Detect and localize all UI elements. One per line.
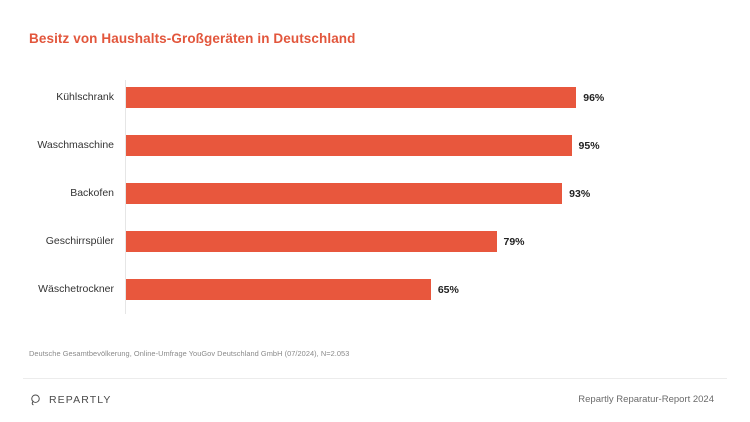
bar-waeschetrockner xyxy=(126,279,431,300)
bar-value-backofen: 93% xyxy=(569,187,591,200)
bar-value-kuehlschrank: 96% xyxy=(583,91,605,104)
category-label-kuehlschrank: Kühlschrank xyxy=(56,91,114,103)
bar-value-geschirrspueler: 79% xyxy=(503,235,525,248)
bar-group-backofen: 93% xyxy=(126,183,590,204)
page-title: Besitz von Haushalts-Großgeräten in Deut… xyxy=(29,31,356,46)
bar-waschmaschine xyxy=(126,135,572,156)
table-row: Kühlschrank 96% xyxy=(0,78,750,126)
bar-kuehlschrank xyxy=(126,87,577,108)
category-label-waeschetrockner: Wäschetrockner xyxy=(38,283,114,295)
repartly-logo-icon xyxy=(29,393,42,406)
table-row: Waschmaschine 95% xyxy=(0,126,750,174)
bar-geschirrspueler xyxy=(126,231,497,252)
bar-backofen xyxy=(126,183,563,204)
y-axis-line xyxy=(125,80,126,314)
footer-divider xyxy=(23,378,727,379)
source-note: Deutsche Gesamtbevölkerung, Online-Umfra… xyxy=(29,349,350,358)
category-label-waschmaschine: Waschmaschine xyxy=(37,139,114,151)
brand-name: REPARTLY xyxy=(49,393,112,406)
bar-group-waschmaschine: 95% xyxy=(126,135,600,156)
bar-group-waeschetrockner: 65% xyxy=(126,279,459,300)
footer-report-label: Repartly Reparatur-Report 2024 xyxy=(578,394,714,405)
bar-value-waeschetrockner: 65% xyxy=(437,283,459,296)
category-label-geschirrspueler: Geschirrspüler xyxy=(45,235,114,247)
bar-group-geschirrspueler: 79% xyxy=(126,231,525,252)
brand-logo: REPARTLY xyxy=(29,393,111,406)
bar-rows: Kühlschrank 96% Waschmaschine 95% Backof… xyxy=(0,78,750,318)
category-label-backofen: Backofen xyxy=(70,187,114,199)
chart-plot-area: Kühlschrank 96% Waschmaschine 95% Backof… xyxy=(0,78,750,314)
bar-value-waschmaschine: 95% xyxy=(578,139,600,152)
page-footer: REPARTLY Repartly Reparatur-Report 2024 xyxy=(0,388,750,418)
table-row: Geschirrspüler 79% xyxy=(0,222,750,270)
table-row: Backofen 93% xyxy=(0,174,750,222)
bar-group-kuehlschrank: 96% xyxy=(126,87,604,108)
table-row: Wäschetrockner 65% xyxy=(0,270,750,318)
